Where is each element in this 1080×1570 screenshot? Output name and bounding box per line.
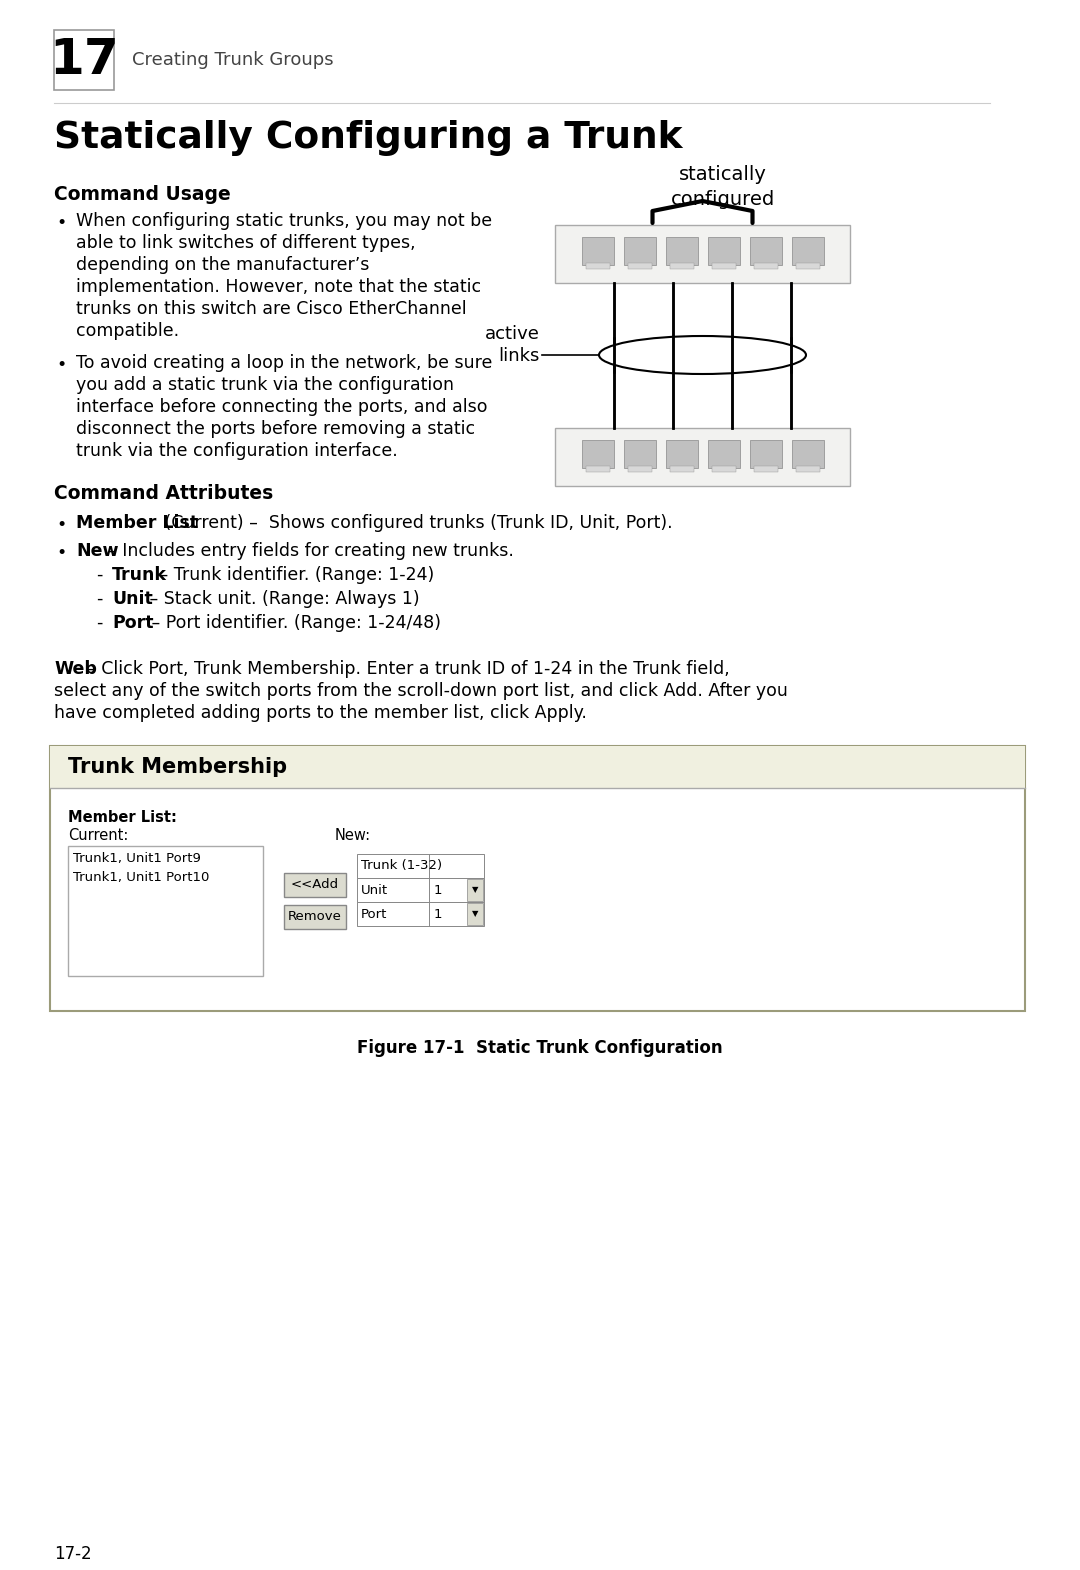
FancyBboxPatch shape xyxy=(284,904,346,929)
FancyBboxPatch shape xyxy=(581,440,613,468)
Text: Current:: Current: xyxy=(68,827,129,843)
FancyBboxPatch shape xyxy=(750,440,782,468)
FancyBboxPatch shape xyxy=(585,466,609,473)
Text: -: - xyxy=(96,567,103,584)
Text: (Current) –  Shows configured trunks (Trunk ID, Unit, Port).: (Current) – Shows configured trunks (Tru… xyxy=(159,513,673,532)
Text: Command Attributes: Command Attributes xyxy=(54,484,273,502)
Text: – Port identifier. (Range: 1-24/48): – Port identifier. (Range: 1-24/48) xyxy=(146,614,441,633)
FancyBboxPatch shape xyxy=(623,237,656,265)
Text: Trunk1, Unit1 Port10: Trunk1, Unit1 Port10 xyxy=(73,871,210,884)
Text: trunk via the configuration interface.: trunk via the configuration interface. xyxy=(76,443,397,460)
Text: Trunk (1-32): Trunk (1-32) xyxy=(361,859,442,873)
FancyBboxPatch shape xyxy=(796,264,820,268)
Text: – Click Port, Trunk Membership. Enter a trunk ID of 1-24 in the Trunk field,: – Click Port, Trunk Membership. Enter a … xyxy=(87,659,730,678)
Text: Statically Configuring a Trunk: Statically Configuring a Trunk xyxy=(54,119,683,155)
FancyBboxPatch shape xyxy=(707,440,740,468)
FancyBboxPatch shape xyxy=(68,846,264,977)
Text: implementation. However, note that the static: implementation. However, note that the s… xyxy=(76,278,481,297)
Text: To avoid creating a loop in the network, be sure: To avoid creating a loop in the network,… xyxy=(76,353,492,372)
Text: -: - xyxy=(96,614,103,633)
FancyBboxPatch shape xyxy=(754,466,778,473)
Text: Unit: Unit xyxy=(112,590,152,608)
Text: Remove: Remove xyxy=(288,911,342,923)
FancyBboxPatch shape xyxy=(796,466,820,473)
Text: 17-2: 17-2 xyxy=(54,1545,92,1564)
Text: active
links: active links xyxy=(485,325,540,366)
FancyBboxPatch shape xyxy=(627,264,651,268)
Text: Member List: Member List xyxy=(76,513,198,532)
Text: Creating Trunk Groups: Creating Trunk Groups xyxy=(132,50,334,69)
FancyBboxPatch shape xyxy=(467,903,483,925)
FancyBboxPatch shape xyxy=(50,746,1025,788)
Text: Web: Web xyxy=(54,659,97,678)
FancyBboxPatch shape xyxy=(712,466,735,473)
Text: Trunk1, Unit1 Port9: Trunk1, Unit1 Port9 xyxy=(73,853,201,865)
Text: select any of the switch ports from the scroll-down port list, and click Add. Af: select any of the switch ports from the … xyxy=(54,681,788,700)
Text: Trunk Membership: Trunk Membership xyxy=(68,757,287,777)
Text: statically
configured: statically configured xyxy=(671,165,774,209)
Text: -: - xyxy=(96,590,103,608)
Text: Unit: Unit xyxy=(361,884,388,896)
FancyBboxPatch shape xyxy=(792,440,824,468)
FancyBboxPatch shape xyxy=(670,466,693,473)
Text: Member List:: Member List: xyxy=(68,810,177,824)
FancyBboxPatch shape xyxy=(707,237,740,265)
Text: •: • xyxy=(56,214,66,232)
Text: interface before connecting the ports, and also: interface before connecting the ports, a… xyxy=(76,399,487,416)
FancyBboxPatch shape xyxy=(357,903,484,926)
Text: compatible.: compatible. xyxy=(76,322,179,341)
Text: – Includes entry fields for creating new trunks.: – Includes entry fields for creating new… xyxy=(108,542,514,560)
FancyBboxPatch shape xyxy=(665,440,698,468)
Text: •: • xyxy=(56,356,66,374)
Text: <<Add: <<Add xyxy=(291,879,339,892)
Text: – Trunk identifier. (Range: 1-24): – Trunk identifier. (Range: 1-24) xyxy=(154,567,434,584)
Ellipse shape xyxy=(599,336,806,374)
Text: ▼: ▼ xyxy=(472,909,478,918)
Text: 17: 17 xyxy=(49,36,119,85)
FancyBboxPatch shape xyxy=(357,878,484,903)
Text: •: • xyxy=(56,517,66,534)
FancyBboxPatch shape xyxy=(665,237,698,265)
Text: depending on the manufacturer’s: depending on the manufacturer’s xyxy=(76,256,369,275)
Text: 1: 1 xyxy=(434,907,443,920)
Text: – Stack unit. (Range: Always 1): – Stack unit. (Range: Always 1) xyxy=(144,590,420,608)
FancyBboxPatch shape xyxy=(670,264,693,268)
FancyBboxPatch shape xyxy=(555,225,850,283)
Text: ▼: ▼ xyxy=(472,885,478,895)
Text: Port: Port xyxy=(112,614,153,633)
Text: When configuring static trunks, you may not be: When configuring static trunks, you may … xyxy=(76,212,492,229)
Text: trunks on this switch are Cisco EtherChannel: trunks on this switch are Cisco EtherCha… xyxy=(76,300,467,319)
Text: you add a static trunk via the configuration: you add a static trunk via the configura… xyxy=(76,375,454,394)
FancyBboxPatch shape xyxy=(54,30,114,89)
Text: 1: 1 xyxy=(434,884,443,896)
Text: Figure 17-1  Static Trunk Configuration: Figure 17-1 Static Trunk Configuration xyxy=(357,1039,723,1057)
Text: disconnect the ports before removing a static: disconnect the ports before removing a s… xyxy=(76,421,475,438)
Text: Command Usage: Command Usage xyxy=(54,185,231,204)
FancyBboxPatch shape xyxy=(555,429,850,487)
FancyBboxPatch shape xyxy=(712,264,735,268)
FancyBboxPatch shape xyxy=(627,466,651,473)
FancyBboxPatch shape xyxy=(357,854,484,878)
Text: Trunk: Trunk xyxy=(112,567,167,584)
FancyBboxPatch shape xyxy=(792,237,824,265)
FancyBboxPatch shape xyxy=(754,264,778,268)
Text: Port: Port xyxy=(361,907,388,920)
FancyBboxPatch shape xyxy=(581,237,613,265)
Text: •: • xyxy=(56,543,66,562)
Text: able to link switches of different types,: able to link switches of different types… xyxy=(76,234,416,253)
Text: have completed adding ports to the member list, click Apply.: have completed adding ports to the membe… xyxy=(54,703,586,722)
Text: New: New xyxy=(76,542,119,560)
FancyBboxPatch shape xyxy=(623,440,656,468)
FancyBboxPatch shape xyxy=(50,746,1025,1011)
FancyBboxPatch shape xyxy=(750,237,782,265)
Text: New:: New: xyxy=(335,827,372,843)
FancyBboxPatch shape xyxy=(284,873,346,896)
FancyBboxPatch shape xyxy=(585,264,609,268)
FancyBboxPatch shape xyxy=(467,879,483,901)
